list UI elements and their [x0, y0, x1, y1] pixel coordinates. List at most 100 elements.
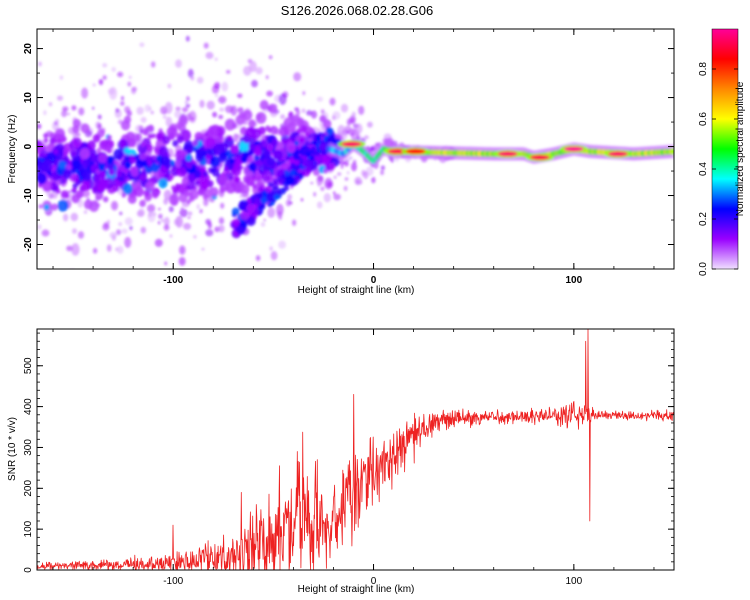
- spectrogram-noise-cell: [218, 96, 227, 104]
- spectrogram-band-cell: [270, 125, 279, 135]
- spectrogram-noise-cell: [205, 229, 214, 237]
- spectrogram-noise-cell: [62, 213, 69, 222]
- spectrogram-noise-cell: [280, 114, 285, 120]
- spectrogram-band-cell: [176, 135, 184, 144]
- spectrogram-band-cell: [58, 160, 66, 170]
- spectrogram-noise-cell: [237, 107, 244, 114]
- spectrogram-noise-cell: [313, 192, 317, 197]
- spectrogram-noise-cell: [371, 176, 376, 184]
- spectrogram-noise-cell: [162, 115, 167, 119]
- colorbar: 0.0 0.2 0.4 0.6 0.8 Normalized spectral ampl…: [698, 28, 746, 276]
- spectrogram-noise-cell: [300, 198, 304, 202]
- spectrogram-noise-cell: [352, 159, 357, 166]
- spectrogram-noise-cell: [109, 232, 118, 239]
- spectrogram-noise-cell: [317, 128, 321, 133]
- snr-x-tick-label: -100: [163, 576, 183, 587]
- spectrogram-band-cell: [227, 135, 233, 141]
- spectrogram-noise-cell: [237, 93, 243, 99]
- spectrogram-band-cell: [328, 162, 336, 171]
- spectrogram-noise-cell: [320, 109, 325, 114]
- spectrogram-band-cell: [230, 158, 235, 164]
- spectrogram-noise-cell: [276, 203, 284, 216]
- spectrogram-noise-cell: [205, 218, 212, 225]
- spectrogram-noise-cell: [294, 107, 299, 112]
- spectrogram-band-cell: [168, 174, 174, 180]
- spectrogram-y-tick-label: -20: [23, 237, 34, 252]
- spectrogram-band-cell: [289, 169, 296, 176]
- spectrogram-noise-cell: [124, 217, 133, 226]
- spectrogram-band-cell: [40, 149, 48, 158]
- spectrogram-noise-cell: [226, 70, 231, 74]
- spectrogram-band-cell: [210, 168, 216, 173]
- spectrogram-band-cell: [236, 226, 246, 235]
- spectrogram-band-cell: [83, 199, 93, 210]
- spectrogram-band-cell: [130, 167, 139, 177]
- spectrogram-band-cell: [107, 134, 112, 141]
- spectrogram-band-cell: [144, 155, 152, 163]
- spectrogram-noise-cell: [292, 219, 297, 226]
- spectrogram-band-cell: [99, 140, 108, 151]
- spectrogram-band-cell: [115, 170, 123, 178]
- spectrogram-band-cell: [63, 155, 70, 162]
- colorbar-tick-label: 0.8: [698, 62, 709, 76]
- spectrogram-band-cell: [151, 133, 156, 139]
- spectrogram-noise-cell: [109, 86, 118, 100]
- spectrogram-noise-cell: [214, 57, 218, 61]
- spectrogram-noise-cell: [119, 211, 123, 216]
- spectrogram-band-cell: [192, 139, 199, 147]
- spectrogram-band-cell: [195, 180, 200, 186]
- spectrogram-band-cell: [234, 176, 241, 183]
- spectrogram-band-cell: [308, 161, 318, 171]
- spectrogram-noise-cell: [165, 116, 173, 128]
- spectrogram-noise-cell: [111, 67, 116, 72]
- snr-y-tick-label: 500: [23, 357, 34, 374]
- spectrogram-band-cell: [91, 164, 98, 172]
- spectrogram-band-cell: [71, 173, 79, 183]
- spectrogram-band-cell: [147, 133, 153, 140]
- spectrogram-band-cell: [270, 186, 281, 197]
- spectrogram-band-cell: [60, 190, 69, 199]
- spectrogram-hotspot: [341, 141, 362, 147]
- spectrogram-noise-cell: [218, 217, 225, 225]
- spectrogram-noise-cell: [331, 115, 336, 121]
- spectrogram-noise-cell: [356, 179, 360, 185]
- figure-title: S126.2026.068.02.28.G06: [281, 3, 434, 18]
- spectrogram-noise-cell: [251, 79, 258, 88]
- spectrogram-noise-cell: [239, 194, 242, 199]
- spectrogram-band-cell: [305, 151, 312, 158]
- spectrogram-noise-cell: [350, 117, 355, 124]
- spectrogram-band-cell: [71, 193, 80, 204]
- spectrogram-band-cell: [57, 199, 69, 212]
- snr-frame: [36, 328, 675, 571]
- spectrogram-band-cell: [315, 135, 322, 142]
- spectrogram-noise-cell: [97, 123, 102, 130]
- spectrogram-band-cell: [98, 178, 109, 190]
- spectrogram-band-cell: [259, 139, 269, 150]
- spectrogram-noise-cell: [129, 225, 133, 231]
- spectrogram-band-cell: [297, 168, 303, 174]
- spectrogram-noise-cell: [121, 228, 128, 234]
- spectrogram-band-cell: [62, 169, 72, 179]
- spectrogram-band-cell: [242, 157, 248, 163]
- spectrogram-noise-cell: [111, 200, 118, 211]
- spectrogram-noise-cell: [199, 99, 205, 108]
- spectrogram-band-cell: [248, 142, 256, 150]
- spectrogram-band-cell: [321, 157, 328, 165]
- spectrogram-band-cell: [71, 159, 82, 170]
- spectrogram-band-cell: [123, 147, 130, 155]
- spectrogram-noise-cell: [135, 133, 143, 142]
- spectrogram-noise-cell: [78, 107, 85, 116]
- spectrogram-band-cell: [257, 186, 264, 193]
- spectrogram-noise-cell: [131, 87, 137, 95]
- spectrogram-noise-cell: [70, 212, 79, 222]
- spectrogram-band-cell: [122, 183, 133, 195]
- spectrogram-band-cell: [189, 189, 199, 200]
- spectrogram-band-cell: [96, 147, 102, 153]
- spectrogram-noise-cell: [41, 229, 50, 237]
- spectrogram-band-cell: [186, 161, 193, 169]
- spectrogram-noise-cell: [267, 207, 276, 218]
- spectrogram-y-label: Frequency (Hz): [7, 115, 18, 184]
- spectrogram-band-cell: [281, 173, 287, 180]
- spectrogram-band-cell: [273, 194, 280, 200]
- spectrogram-noise-cell: [203, 42, 209, 49]
